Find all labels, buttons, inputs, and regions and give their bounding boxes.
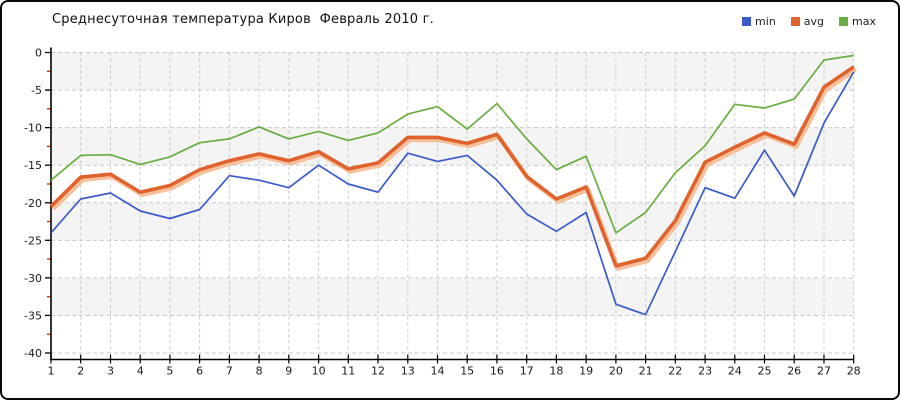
legend-label-min: min	[755, 15, 776, 28]
svg-text:5: 5	[166, 365, 173, 378]
svg-text:6: 6	[196, 365, 203, 378]
legend-label-max: max	[852, 15, 876, 28]
svg-text:-5: -5	[31, 84, 42, 97]
svg-text:7: 7	[226, 365, 233, 378]
svg-text:19: 19	[579, 365, 593, 378]
svg-text:20: 20	[609, 365, 623, 378]
svg-text:26: 26	[787, 365, 801, 378]
svg-text:-20: -20	[24, 197, 42, 210]
svg-text:22: 22	[668, 365, 682, 378]
legend-item-min: min	[742, 15, 776, 28]
svg-text:-25: -25	[24, 234, 42, 247]
svg-text:15: 15	[460, 365, 474, 378]
svg-text:24: 24	[728, 365, 742, 378]
svg-text:-40: -40	[24, 347, 42, 360]
legend-item-avg: avg	[790, 15, 825, 28]
svg-text:-10: -10	[24, 122, 42, 135]
svg-text:9: 9	[285, 365, 292, 378]
svg-text:10: 10	[312, 365, 326, 378]
svg-text:13: 13	[401, 365, 415, 378]
svg-text:8: 8	[256, 365, 263, 378]
svg-text:16: 16	[490, 365, 504, 378]
legend: min avg max	[742, 15, 876, 28]
legend-label-avg: avg	[803, 15, 825, 28]
svg-text:3: 3	[107, 365, 114, 378]
svg-text:18: 18	[549, 365, 563, 378]
svg-text:4: 4	[137, 365, 144, 378]
svg-text:12: 12	[371, 365, 385, 378]
svg-text:2: 2	[77, 365, 84, 378]
svg-text:1: 1	[48, 365, 55, 378]
svg-text:11: 11	[341, 365, 355, 378]
svg-text:28: 28	[847, 365, 861, 378]
svg-text:27: 27	[817, 365, 831, 378]
svg-text:-35: -35	[24, 309, 42, 322]
svg-text:21: 21	[639, 365, 653, 378]
chart-title: Среднесуточная температура Киров Февраль…	[52, 12, 434, 27]
svg-text:-30: -30	[24, 272, 42, 285]
svg-text:0: 0	[35, 47, 42, 60]
svg-text:25: 25	[758, 365, 772, 378]
legend-item-max: max	[839, 15, 876, 28]
min-series-swatch-icon	[742, 17, 752, 26]
svg-text:14: 14	[431, 365, 445, 378]
svg-text:17: 17	[520, 365, 534, 378]
max-series-swatch-icon	[839, 17, 849, 26]
svg-text:-15: -15	[24, 159, 42, 172]
svg-text:23: 23	[698, 365, 712, 378]
avg-series-swatch-icon	[790, 17, 800, 26]
